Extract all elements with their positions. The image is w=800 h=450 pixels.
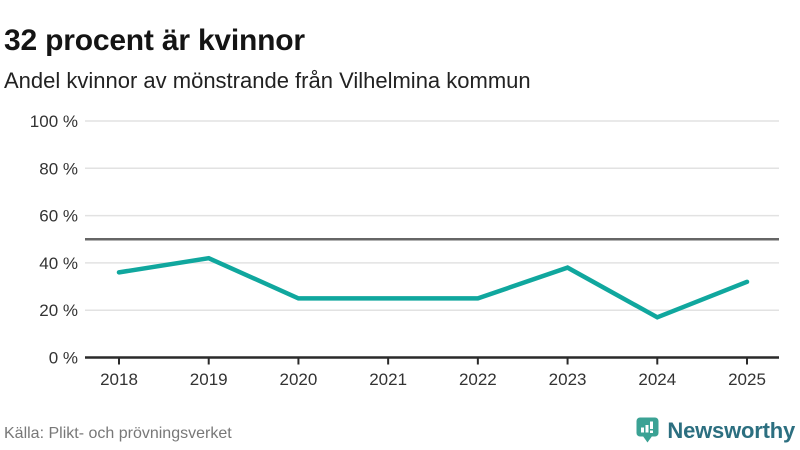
- x-tick-label: 2022: [459, 370, 497, 389]
- y-tick-label: 40 %: [39, 254, 78, 273]
- y-tick-label: 20 %: [39, 301, 78, 320]
- logo-bar-medium: [645, 425, 649, 433]
- x-tick-label: 2025: [728, 370, 766, 389]
- logo-exclamation-bar: [650, 421, 654, 429]
- chart-subtitle: Andel kvinnor av mönstrande från Vilhelm…: [4, 68, 531, 93]
- y-tick-label: 100 %: [30, 112, 78, 131]
- x-tick-label: 2018: [100, 370, 138, 389]
- chart-title: 32 procent är kvinnor: [4, 24, 305, 58]
- source-note: Källa: Plikt- och prövningsverket: [4, 425, 232, 442]
- y-tick-label: 60 %: [39, 207, 78, 226]
- y-tick-label: 80 %: [39, 159, 78, 178]
- x-tick-label: 2020: [280, 370, 318, 389]
- newsworthy-logo: Newsworthy: [636, 417, 795, 444]
- logo-bar-small: [641, 427, 645, 433]
- brand-wordmark: Newsworthy: [667, 417, 795, 443]
- x-tick-label: 2019: [190, 370, 228, 389]
- x-tick-label: 2024: [638, 370, 676, 389]
- bar-chart-pin-icon: [636, 417, 659, 443]
- data-line: [116, 255, 750, 320]
- y-tick-label: 0 %: [49, 349, 78, 368]
- x-tick-label: 2021: [369, 370, 407, 389]
- logo-exclamation-dot: [650, 430, 654, 433]
- x-tick-label: 2023: [549, 370, 587, 389]
